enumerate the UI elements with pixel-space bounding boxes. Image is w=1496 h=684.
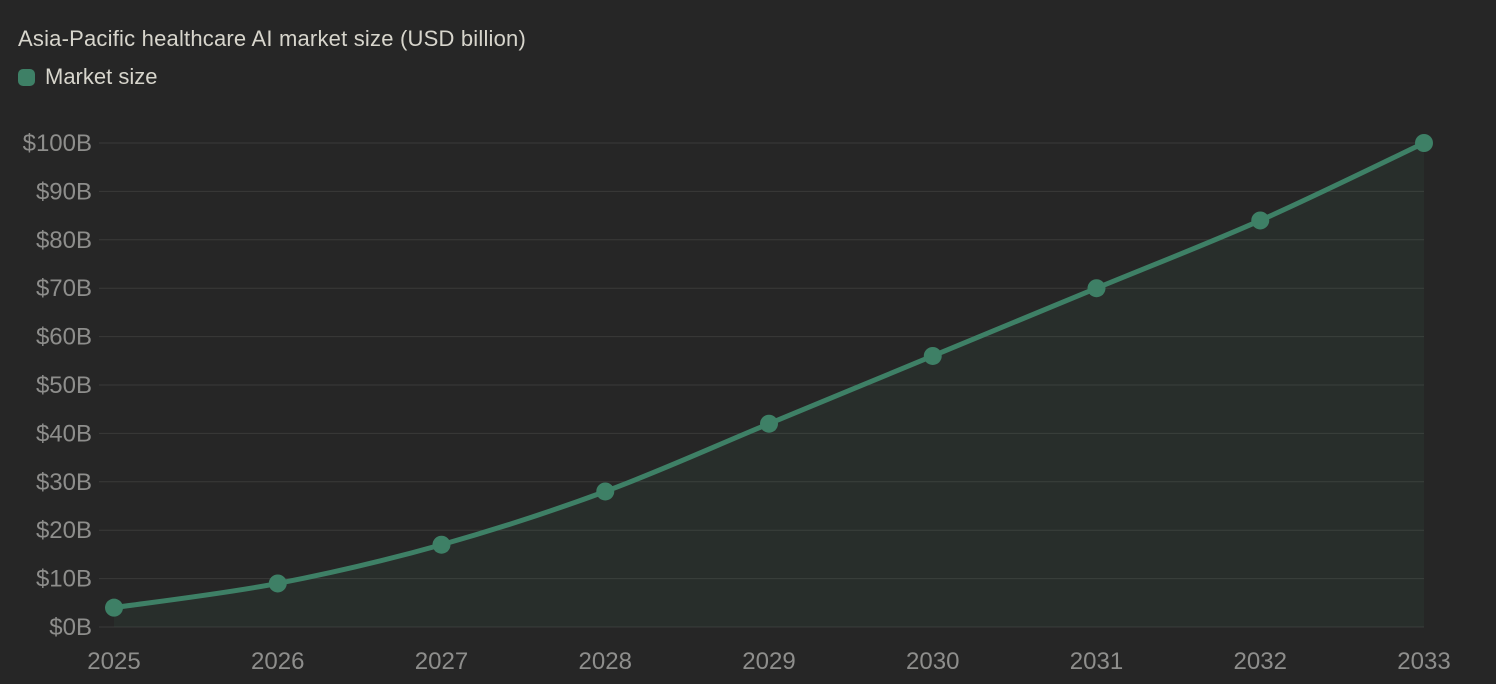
x-axis-tick-label: 2025 <box>87 648 140 675</box>
legend-label-market-size[interactable]: Market size <box>45 64 158 89</box>
x-axis-tick-label: 2029 <box>742 648 795 675</box>
y-axis-tick-label: $60B <box>36 324 92 351</box>
data-point-2030[interactable] <box>923 346 942 365</box>
y-axis-tick-label: $90B <box>36 178 92 205</box>
y-axis-tick-label: $0B <box>49 614 92 641</box>
y-axis-tick-label: $20B <box>36 517 92 544</box>
y-axis-tick-label: $30B <box>36 469 92 496</box>
y-axis-tick-label: $50B <box>36 372 92 399</box>
x-axis-tick-label: 2028 <box>579 648 632 675</box>
x-axis-tick-label: 2032 <box>1234 648 1287 675</box>
data-point-2031[interactable] <box>1087 279 1106 298</box>
chart-title: Asia-Pacific healthcare AI market size (… <box>18 26 527 51</box>
x-axis-tick-label: 2026 <box>251 648 304 675</box>
data-point-2029[interactable] <box>760 414 778 433</box>
x-axis-tick-label: 2033 <box>1397 648 1450 675</box>
data-point-2032[interactable] <box>1251 211 1270 230</box>
y-axis-tick-label: $40B <box>36 420 92 447</box>
y-axis-tick-label: $80B <box>36 227 92 254</box>
data-point-2033[interactable] <box>1415 134 1433 152</box>
x-axis-tick-label: 2031 <box>1070 648 1123 675</box>
x-axis-tick-label: 2027 <box>415 648 468 675</box>
data-point-2026[interactable] <box>268 574 287 593</box>
data-point-2027[interactable] <box>432 535 451 554</box>
data-point-2025[interactable] <box>105 598 123 617</box>
y-axis-tick-label: $100B <box>23 130 92 157</box>
data-point-2028[interactable] <box>596 482 615 501</box>
area-fill <box>114 143 1424 627</box>
y-axis-tick-label: $70B <box>36 275 92 302</box>
y-axis-tick-label: $10B <box>36 566 92 593</box>
legend-swatch-market-size[interactable] <box>18 68 35 86</box>
x-axis-tick-label: 2030 <box>906 648 959 675</box>
legend: Market size <box>18 64 157 90</box>
